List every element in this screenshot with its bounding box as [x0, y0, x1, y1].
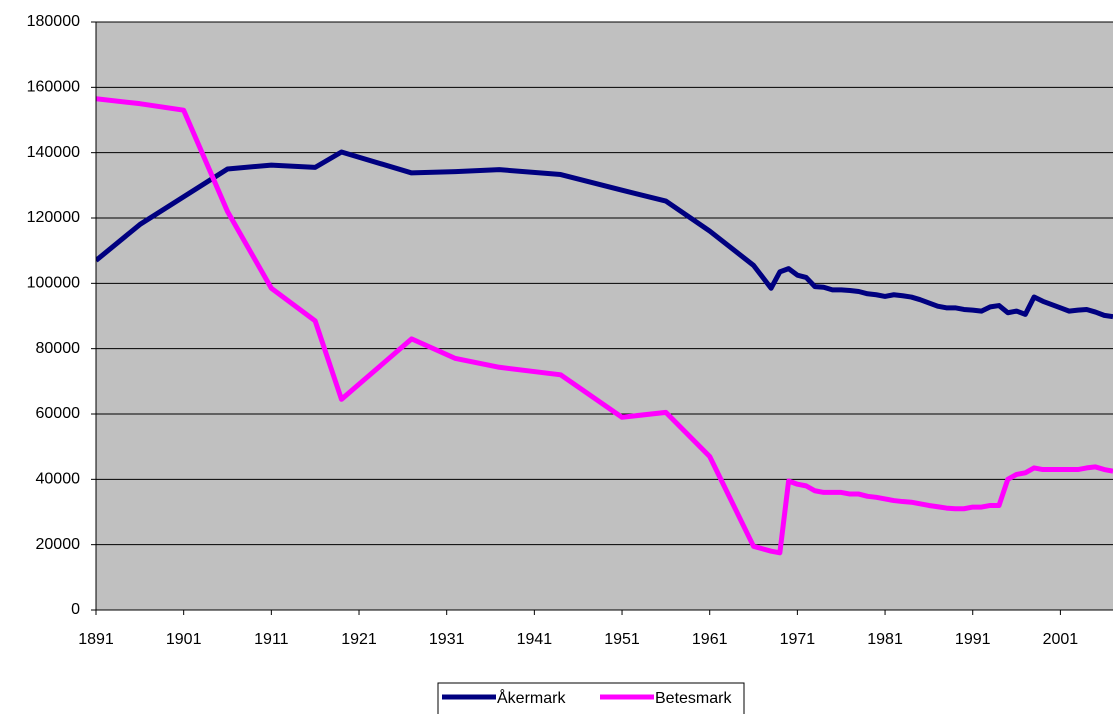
- y-tick-label: 100000: [27, 275, 80, 292]
- axes: 0 20000 40000 60000 80000 100000 120000 140000 1…: [27, 13, 1113, 648]
- legend-label: Åkermark: [497, 688, 566, 707]
- y-tick-label: 140000: [27, 144, 80, 161]
- y-tick-label: 0: [71, 601, 80, 618]
- y-tick-label: 40000: [36, 471, 81, 488]
- x-tick-label: 1911: [254, 631, 289, 648]
- x-tick-label: 1901: [166, 631, 202, 648]
- y-tick-label: 20000: [36, 536, 81, 553]
- series-line: [96, 149, 1113, 320]
- x-tick-label: 1891: [78, 631, 114, 648]
- grid: [96, 21, 1113, 611]
- x-tick-label: 1921: [341, 631, 377, 648]
- legend-label: Betesmark: [655, 690, 732, 707]
- series-line: [96, 96, 1113, 556]
- x-tick-label: 1931: [429, 631, 465, 648]
- y-tick-label: 60000: [36, 405, 81, 422]
- lines: [96, 96, 1113, 556]
- x-tick-label: 1991: [955, 631, 991, 648]
- x-tick-label: 1971: [780, 631, 816, 648]
- x-tick-label: 1981: [867, 631, 903, 648]
- x-tick-label: 2001: [1043, 631, 1079, 648]
- legend: Åkermark Betesmark: [442, 688, 732, 707]
- x-tick-label: 1951: [604, 631, 640, 648]
- y-tick-label: 160000: [27, 79, 80, 96]
- y-tick-label: 120000: [27, 209, 80, 226]
- plot-area: [96, 22, 1113, 610]
- y-tick-label: 80000: [36, 340, 81, 357]
- y-tick-label: 180000: [27, 13, 80, 30]
- x-tick-label: 1961: [692, 631, 728, 648]
- x-tick-label: 1941: [517, 631, 553, 648]
